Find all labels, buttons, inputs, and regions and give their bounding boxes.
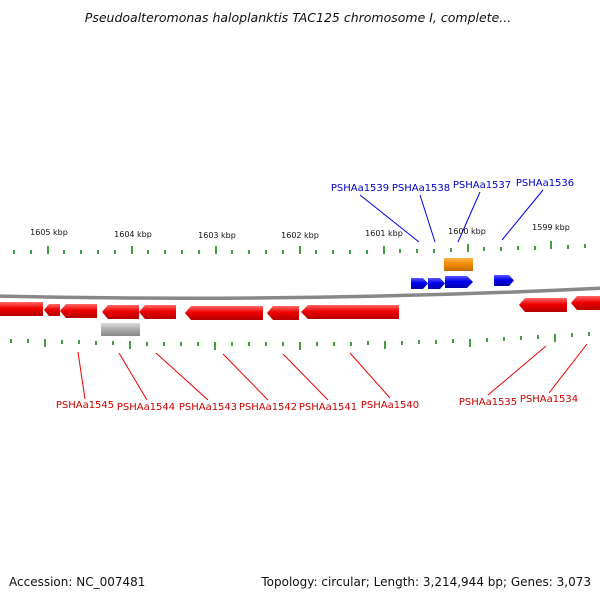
chromosome-backbone	[0, 286, 600, 300]
gene-arrow-pshaa1537[interactable]	[445, 276, 473, 288]
gene-arrow-pshaa1536[interactable]	[494, 275, 514, 286]
pseudogene-feature-bar[interactable]	[101, 323, 140, 336]
gene-arrow-pshaa1544[interactable]	[102, 305, 139, 319]
gene-arrow-pshaa1540[interactable]	[301, 305, 399, 319]
rna-feature-bar[interactable]	[444, 258, 473, 271]
kbp-label-1601: 1601 kbp	[365, 229, 403, 238]
gene-arrow-pshaa1538[interactable]	[428, 278, 445, 289]
gene-arrow-pshaa1544-segment[interactable]	[60, 304, 97, 318]
gene-arrow-pshaa1545[interactable]	[44, 304, 60, 316]
gene-arrow-pshaa1534[interactable]	[571, 296, 600, 310]
gene-label-pshaa1536[interactable]: PSHAa1536	[516, 178, 574, 189]
gene-arrow-pshaa1539[interactable]	[411, 278, 428, 289]
map-title: Pseudoalteromonas haloplanktis TAC125 ch…	[85, 10, 511, 25]
genome-summary-text: Topology: circular; Length: 3,214,944 bp…	[260, 575, 591, 589]
gene-label-pshaa1542[interactable]: PSHAa1542	[239, 402, 297, 413]
gene-label-pshaa1540[interactable]: PSHAa1540	[361, 400, 419, 411]
gene-label-pshaa1537[interactable]: PSHAa1537	[453, 180, 511, 191]
kbp-label-1603: 1603 kbp	[198, 231, 236, 240]
gene-label-pshaa1534[interactable]: PSHAa1534	[520, 394, 578, 405]
gene-label-pshaa1538[interactable]: PSHAa1538	[392, 183, 450, 194]
gene-label-pshaa1544[interactable]: PSHAa1544	[117, 402, 175, 413]
forward-leader-lines	[359, 189, 544, 243]
gene-arrow-pshaa1545-partial[interactable]	[0, 302, 43, 316]
gene-label-pshaa1545[interactable]: PSHAa1545	[56, 400, 114, 411]
gene-label-pshaa1541[interactable]: PSHAa1541	[299, 402, 357, 413]
kbp-label-1602: 1602 kbp	[281, 231, 319, 240]
gene-arrow-pshaa1541[interactable]	[267, 306, 299, 320]
gene-label-pshaa1543[interactable]: PSHAa1543	[179, 402, 237, 413]
accession-text: Accession: NC_007481	[9, 575, 145, 589]
gene-arrow-pshaa1543[interactable]	[139, 305, 176, 319]
gene-arrow-pshaa1542[interactable]	[185, 306, 263, 320]
reverse-leader-lines	[77, 343, 588, 401]
kbp-label-1600: 1600 kbp	[448, 227, 486, 236]
gene-label-pshaa1535[interactable]: PSHAa1535	[459, 397, 517, 408]
gene-label-pshaa1539[interactable]: PSHAa1539	[331, 183, 389, 194]
kbp-label-1599: 1599 kbp	[532, 223, 570, 232]
lower-tick-row	[10, 332, 590, 350]
kbp-label-1604: 1604 kbp	[114, 230, 152, 239]
kbp-label-1605: 1605 kbp	[30, 228, 68, 237]
upper-tick-row	[13, 241, 586, 254]
gene-arrow-pshaa1535[interactable]	[519, 298, 567, 312]
